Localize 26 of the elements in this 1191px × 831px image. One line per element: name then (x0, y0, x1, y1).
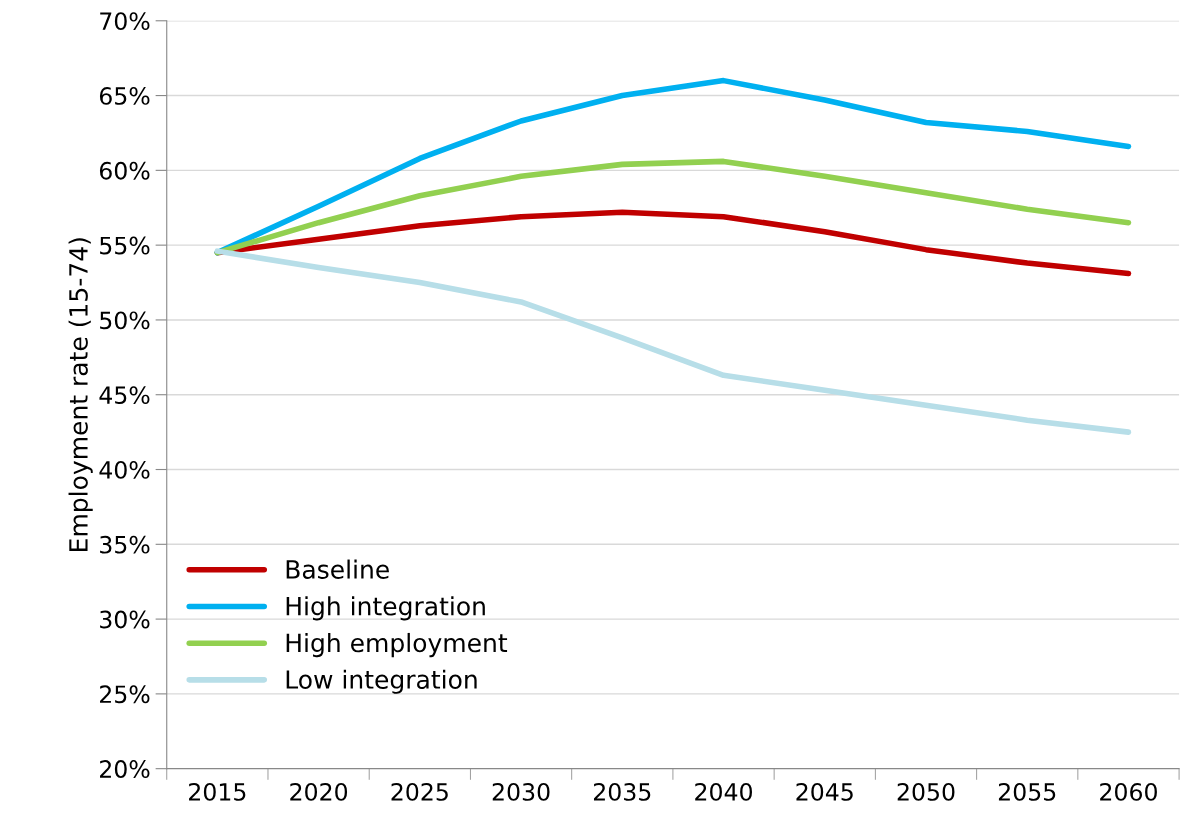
y-tick-label: 20% (100, 760, 150, 778)
y-tick-label: 25% (100, 685, 150, 704)
y-axis-title: Employment rate (15-74) (68, 238, 93, 551)
legend-label: Low integration (286, 669, 477, 694)
x-tick-label: 2015 (189, 782, 246, 801)
y-tick-label: 50% (100, 311, 150, 330)
y-tick-label: 70% (100, 12, 150, 31)
y-tick-label: 35% (100, 535, 150, 554)
y-tick-label: 40% (99, 460, 150, 479)
x-tick-label: 2050 (897, 782, 955, 801)
legend-label: High employment (286, 632, 508, 658)
y-tick-label: 30% (100, 610, 150, 629)
x-tick-label: 2045 (796, 782, 853, 801)
y-tick-label: 60% (99, 161, 150, 180)
y-tick-label: 45% (99, 386, 150, 405)
legend-label: High integration (286, 596, 485, 621)
x-tick-label: 2040 (695, 782, 753, 801)
y-tick-label: 65% (99, 87, 150, 105)
x-tick-label: 2030 (492, 782, 550, 801)
legend-label: Baseline (286, 559, 389, 579)
x-tick-label: 2060 (1100, 782, 1157, 801)
x-tick-label: 2055 (998, 782, 1056, 801)
x-tick-label: 2020 (290, 782, 348, 801)
x-tick-label: 2035 (593, 782, 651, 801)
x-tick-label: 2025 (391, 782, 448, 801)
y-tick-label: 55% (100, 236, 150, 255)
